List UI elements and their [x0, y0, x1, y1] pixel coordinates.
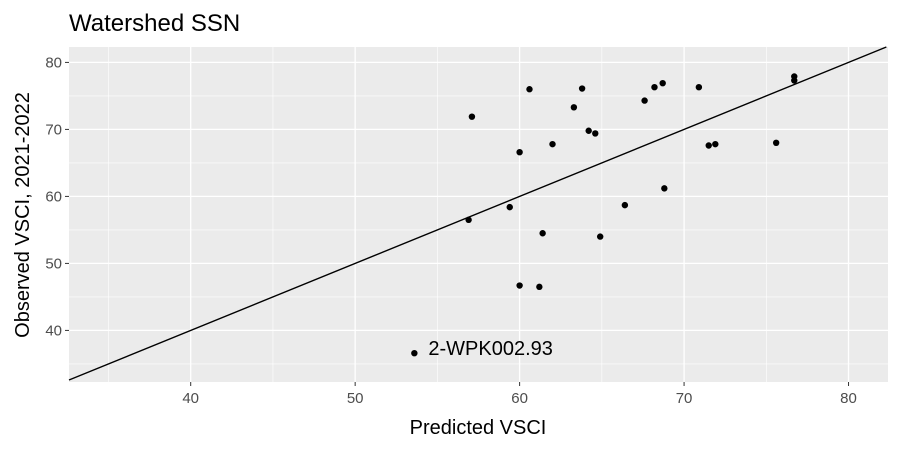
data-point: [661, 185, 668, 192]
x-axis-title: Predicted VSCI: [410, 417, 547, 439]
data-point: [526, 86, 533, 93]
data-point: [536, 283, 543, 291]
plot-panel: [69, 47, 888, 382]
data-point: [705, 142, 712, 149]
data-point: [592, 130, 599, 137]
data-point: [549, 140, 556, 148]
reference-line-group: [68, 46, 887, 381]
data-point: [659, 79, 666, 87]
data-point: [570, 104, 578, 111]
x-tick-label: 40: [182, 390, 199, 407]
x-tick-label: 50: [347, 390, 364, 407]
data-point: [772, 139, 780, 147]
data-point: [596, 233, 604, 240]
x-axis-ticks: 40 50 60 70 80: [182, 382, 857, 407]
y-axis-title: Observed VSCI, 2021-2022: [12, 92, 34, 338]
x-tick-label: 70: [676, 390, 693, 407]
point-label: 2-WPK002.93: [428, 338, 553, 360]
major-gridlines: [69, 47, 888, 382]
data-point: [621, 201, 629, 209]
y-tick-label: 40: [45, 322, 62, 339]
data-points: [411, 73, 798, 357]
data-point: [516, 148, 523, 156]
data-point: [641, 97, 648, 104]
data-point: [791, 77, 798, 84]
data-point: [506, 203, 513, 211]
chart-title: Watershed SSN: [69, 10, 240, 37]
y-axis-ticks: 40 50 60 70 80: [45, 54, 69, 339]
y-tick-label: 80: [45, 54, 62, 71]
annotations: 2-WPK002.93: [428, 338, 553, 360]
x-tick-label: 60: [511, 390, 528, 407]
data-point: [468, 113, 476, 120]
data-point: [585, 127, 592, 134]
data-point: [578, 85, 586, 92]
data-point: [516, 282, 523, 289]
data-point: [411, 349, 418, 357]
reference-line: [68, 46, 887, 381]
y-tick-label: 60: [45, 188, 62, 205]
y-tick-label: 50: [45, 255, 62, 272]
data-point: [651, 84, 658, 91]
data-point: [465, 216, 472, 224]
data-point: [695, 84, 703, 91]
y-tick-label: 70: [45, 121, 62, 138]
data-point: [539, 230, 546, 237]
minor-gridlines: [69, 47, 888, 382]
data-point: [712, 140, 719, 148]
x-tick-label: 80: [840, 390, 857, 407]
